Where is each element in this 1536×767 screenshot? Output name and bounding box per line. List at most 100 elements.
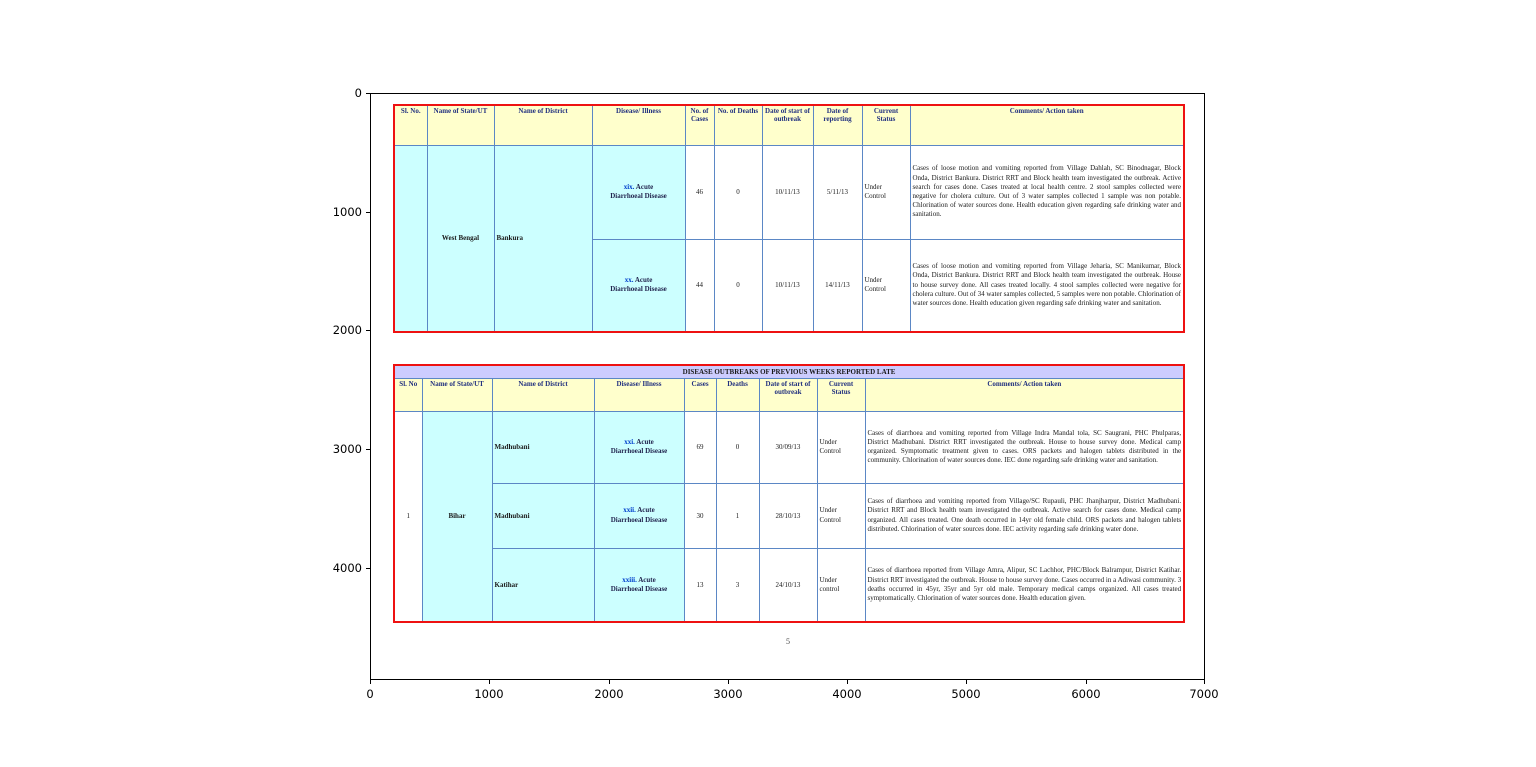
cases-cell: 30 xyxy=(683,482,717,549)
header-cell-deaths: Deaths xyxy=(715,377,760,412)
x-tick-mark xyxy=(489,680,490,684)
table-row: Madhubani xxii. Acute Diarrhoeal Disease… xyxy=(394,482,1185,549)
x-tick-mark xyxy=(609,680,610,684)
x-tick-mark xyxy=(1086,680,1087,684)
header-cell-state: Name of State/UT xyxy=(426,104,495,146)
district-cell: Bankura xyxy=(493,144,593,333)
disease-name: Acute Diarrhoeal Disease xyxy=(610,506,668,524)
x-tick-mark xyxy=(847,680,848,684)
header-cell-comments: Comments/ Action taken xyxy=(864,377,1185,412)
header-cell-district: Name of District xyxy=(493,104,593,146)
disease-number: xxii. xyxy=(623,506,636,515)
status-cell: Under Control xyxy=(816,482,866,549)
table-row: Katihar xxiii. Acute Diarrhoeal Disease … xyxy=(394,547,1185,623)
x-tick-label: 6000 xyxy=(1071,687,1101,701)
deaths-cell: 1 xyxy=(715,482,760,549)
x-tick-label: 4000 xyxy=(832,687,862,701)
y-tick-label: 1000 xyxy=(332,205,362,219)
y-tick-mark xyxy=(366,93,370,94)
x-tick-mark xyxy=(370,680,371,684)
comments-cell: Cases of loose motion and vomiting repor… xyxy=(909,238,1185,333)
table-row: 1 Bihar Madhubani xxi. Acute Diarrhoeal … xyxy=(393,410,1185,623)
header-cell-cases: No. of Cases xyxy=(684,104,715,146)
y-tick-label: 0 xyxy=(354,86,362,100)
current-week-outbreaks-table: Sl. No. Name of State/UT Name of Distric… xyxy=(393,104,1185,333)
table-header-row: Sl. No. Name of State/UT Name of Distric… xyxy=(393,104,1185,146)
y-tick-label: 2000 xyxy=(332,323,362,337)
x-tick-mark xyxy=(728,680,729,684)
disease-cell: xxii. Acute Diarrhoeal Disease xyxy=(593,482,685,549)
plot-axes: Sl. No. Name of State/UT Name of Distric… xyxy=(370,93,1205,680)
x-tick-mark xyxy=(966,680,967,684)
disease-name: Acute Diarrhoeal Disease xyxy=(610,575,668,593)
header-cell-cases: Cases xyxy=(683,377,717,412)
x-tick-label: 3000 xyxy=(713,687,743,701)
comments-cell: Cases of loose motion and vomiting repor… xyxy=(909,144,1185,240)
disease-number: xxi. xyxy=(624,437,635,446)
date-start-cell: 28/10/13 xyxy=(758,482,818,549)
deaths-cell: 0 xyxy=(713,144,763,240)
comments-cell: Cases of diarrhoea and vomiting reported… xyxy=(864,482,1185,549)
disease-cell: xix. Acute Diarrhoeal Disease xyxy=(591,144,686,240)
cases-cell: 46 xyxy=(684,144,715,240)
status-cell: Under Control xyxy=(861,144,911,240)
y-tick-mark xyxy=(366,212,370,213)
y-tick-label: 4000 xyxy=(332,561,362,575)
status-cell: Under Control xyxy=(816,410,866,484)
state-cell: West Bengal xyxy=(426,144,495,333)
table2-title-band: DISEASE OUTBREAKS OF PREVIOUS WEEKS REPO… xyxy=(393,364,1185,379)
y-tick-mark xyxy=(366,330,370,331)
x-tick-label: 7000 xyxy=(1189,687,1219,701)
comments-cell: Cases of diarrhoea and vomiting reported… xyxy=(864,410,1185,484)
date-start-cell: 24/10/13 xyxy=(758,547,818,623)
status-cell: Under Control xyxy=(861,238,911,333)
header-cell-disease: Disease/ Illness xyxy=(593,377,685,412)
disease-number: xx. xyxy=(624,276,634,285)
y-tick-mark xyxy=(366,449,370,450)
header-cell-district: Name of District xyxy=(491,377,595,412)
district-cell: Katihar xyxy=(491,547,595,623)
header-cell-disease: Disease/ Illness xyxy=(591,104,686,146)
table-title-row: DISEASE OUTBREAKS OF PREVIOUS WEEKS REPO… xyxy=(393,364,1185,379)
cases-cell: 44 xyxy=(684,238,715,333)
date-start-cell: 30/09/13 xyxy=(758,410,818,484)
x-tick-label: 2000 xyxy=(594,687,624,701)
y-tick-mark xyxy=(366,568,370,569)
state-cell: Bihar xyxy=(421,410,493,623)
header-cell-status: Current Status xyxy=(861,104,911,146)
slno-cell: 1 xyxy=(393,410,423,623)
x-tick-label: 1000 xyxy=(474,687,504,701)
x-tick-mark xyxy=(1204,680,1205,684)
status-cell: Under control xyxy=(816,547,866,623)
slno-cell xyxy=(393,144,428,333)
x-tick-label: 0 xyxy=(366,687,374,701)
cases-cell: 13 xyxy=(683,547,717,623)
disease-name: Acute Diarrhoeal Disease xyxy=(610,182,667,200)
cases-cell: 69 xyxy=(683,410,717,484)
header-cell-deaths: No. of Deaths xyxy=(713,104,763,146)
table-row: xx. Acute Diarrhoeal Disease 44 0 10/11/… xyxy=(394,238,1185,333)
deaths-cell: 0 xyxy=(713,238,763,333)
header-cell-status: Current Status xyxy=(816,377,866,412)
comments-cell: Cases of diarrhoea reported from Village… xyxy=(864,547,1185,623)
date-start-cell: 10/11/13 xyxy=(761,144,814,240)
disease-name: Acute Diarrhoeal Disease xyxy=(610,276,667,294)
district-cell: Madhubani xyxy=(491,410,595,484)
disease-cell: xxi. Acute Diarrhoeal Disease xyxy=(593,410,685,484)
disease-cell: xxiii. Acute Diarrhoeal Disease xyxy=(593,547,685,623)
table-row: West Bengal Bankura xix. Acute Diarrhoea… xyxy=(393,144,1185,333)
header-cell-date-reporting: Date of reporting xyxy=(812,104,863,146)
header-cell-slno: Sl. No. xyxy=(393,104,428,146)
date-reporting-cell: 5/11/13 xyxy=(812,144,863,240)
x-tick-label: 5000 xyxy=(951,687,981,701)
disease-number: xxiii. xyxy=(622,575,637,584)
disease-number: xix. xyxy=(623,182,635,191)
header-cell-comments: Comments/ Action taken xyxy=(909,104,1185,146)
header-cell-date-start: Date of start of outbreak xyxy=(761,104,814,146)
date-reporting-cell: 14/11/13 xyxy=(812,238,863,333)
disease-name: Acute Diarrhoeal Disease xyxy=(610,437,668,455)
document-page: Sl. No. Name of State/UT Name of Distric… xyxy=(371,94,1204,679)
header-cell-slno: Sl. No xyxy=(393,377,423,412)
header-cell-date-start: Date of start of outbreak xyxy=(758,377,818,412)
